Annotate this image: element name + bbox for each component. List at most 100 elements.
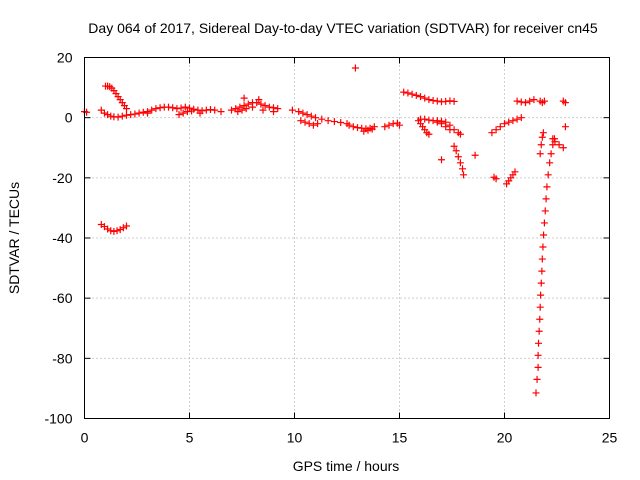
data-point: [181, 103, 189, 111]
data-point: [496, 123, 504, 131]
y-tick-label: 20: [57, 50, 73, 66]
data-point: [123, 111, 130, 119]
data-point: [116, 226, 124, 234]
data-point: [417, 93, 424, 101]
data-point: [456, 159, 464, 167]
data-point: [450, 142, 458, 150]
data-point: [452, 147, 460, 155]
data-point: [543, 183, 551, 191]
data-point: [389, 120, 397, 128]
data-point: [400, 88, 408, 96]
data-point: [318, 115, 326, 123]
data-point: [446, 126, 454, 134]
y-tick-label: -80: [52, 350, 72, 366]
data-point: [169, 104, 177, 112]
data-point: [492, 175, 500, 183]
data-point: [425, 130, 433, 138]
data-point: [460, 171, 468, 179]
data-point: [385, 121, 393, 129]
data-point: [127, 111, 135, 119]
data-point: [309, 121, 317, 129]
data-point: [351, 64, 359, 72]
data-point: [183, 108, 191, 116]
data-point: [408, 90, 416, 98]
data-point: [433, 118, 441, 126]
data-point: [535, 327, 543, 335]
data-point: [249, 103, 256, 111]
y-tick-label: 0: [65, 110, 73, 126]
data-point: [396, 121, 403, 129]
data-point: [536, 315, 544, 323]
data-point: [559, 144, 567, 152]
data-point: [100, 109, 108, 117]
data-point: [156, 104, 164, 112]
data-point: [546, 159, 554, 167]
data-point: [537, 141, 545, 149]
data-point: [442, 97, 450, 105]
data-point: [270, 108, 277, 116]
data-point: [540, 231, 548, 239]
data-point: [330, 118, 338, 126]
data-point: [345, 121, 353, 129]
data-point: [471, 151, 479, 159]
data-point: [536, 303, 544, 311]
data-point: [354, 124, 361, 132]
data-point: [532, 389, 540, 397]
data-point: [259, 106, 267, 114]
y-tick-label: -100: [44, 411, 72, 427]
data-point: [429, 97, 437, 105]
data-point: [433, 97, 441, 105]
data-point: [550, 135, 558, 143]
data-point: [534, 363, 542, 371]
y-tick-label: -20: [52, 170, 72, 186]
data-point: [535, 339, 543, 347]
data-point: [207, 106, 214, 114]
y-axis-label: SDTVAR / TECUs: [6, 182, 22, 294]
data-point: [537, 291, 545, 299]
data-point: [265, 103, 273, 111]
data-point: [255, 96, 263, 104]
data-point: [107, 112, 115, 120]
data-point: [123, 105, 130, 113]
data-point: [492, 126, 500, 134]
data-point: [196, 109, 204, 117]
x-tick-label: 15: [392, 430, 408, 446]
data-point: [297, 117, 305, 125]
data-point: [513, 115, 521, 123]
data-point: [547, 150, 555, 158]
data-point: [179, 109, 187, 117]
data-point: [536, 150, 544, 158]
data-point: [173, 105, 181, 113]
y-tick-label: -60: [52, 290, 72, 306]
x-tick-label: 20: [497, 430, 513, 446]
data-point: [131, 110, 139, 118]
data-point: [513, 97, 521, 105]
data-point: [488, 129, 496, 137]
data-point: [360, 127, 368, 135]
data-point: [425, 96, 433, 104]
data-point: [257, 100, 265, 108]
data-point: [540, 97, 548, 105]
axis-ticks: 0 5 10 15 20 25 20 0 -20 -40 -60 -80 -100: [44, 50, 617, 446]
data-point: [107, 227, 115, 235]
data-point: [175, 111, 183, 119]
data-point: [234, 108, 242, 116]
data-point: [522, 99, 529, 107]
data-point: [97, 106, 105, 114]
data-point: [211, 106, 219, 114]
data-point: [561, 99, 569, 107]
data-point: [438, 156, 445, 164]
grid: [84, 57, 610, 419]
data-point: [288, 106, 296, 114]
data-point: [324, 117, 332, 125]
data-point: [456, 130, 464, 138]
data-point: [454, 153, 462, 161]
data-point: [544, 171, 552, 179]
data-point: [539, 129, 547, 137]
data-point: [534, 351, 542, 359]
data-point: [177, 104, 185, 112]
data-point: [261, 102, 269, 110]
data-point: [538, 255, 546, 263]
data-point: [539, 243, 547, 251]
